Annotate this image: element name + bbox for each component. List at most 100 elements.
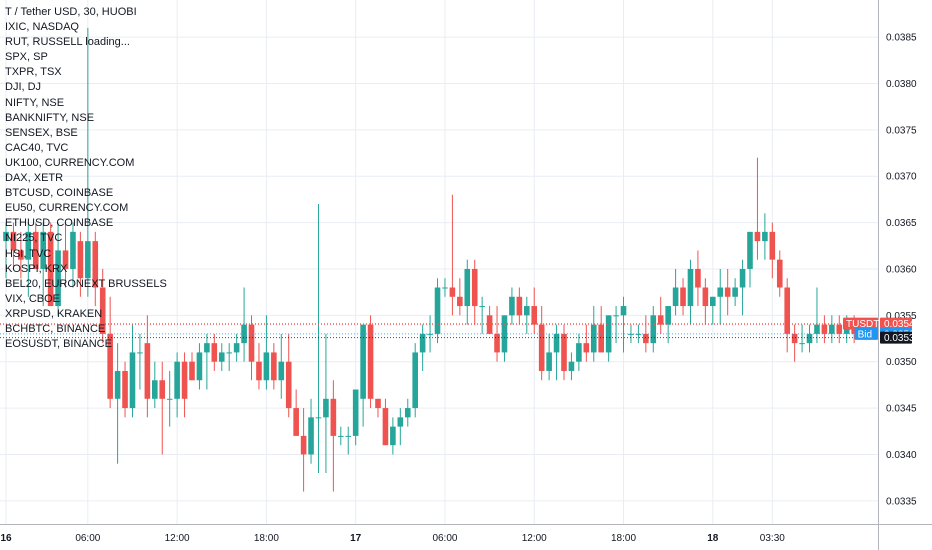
legend-item[interactable]: NIFTY, NSE bbox=[5, 96, 65, 109]
candle-body bbox=[62, 250, 69, 269]
candle-body bbox=[464, 268, 471, 307]
price-tag-value: 0.0353 bbox=[884, 333, 915, 344]
candle-body bbox=[776, 259, 783, 288]
candle-body bbox=[710, 296, 716, 307]
candle bbox=[412, 343, 418, 418]
y-tick-label: 0.0380 bbox=[886, 79, 917, 90]
legend-item[interactable]: UK100, CURRENCY.COM bbox=[5, 156, 135, 169]
legend-item[interactable]: NI225, TVC bbox=[5, 232, 63, 245]
candle-body bbox=[732, 287, 738, 297]
candle-body bbox=[367, 324, 374, 399]
legend-item[interactable]: CAC40, TVC bbox=[5, 141, 69, 154]
candle-body bbox=[434, 287, 441, 334]
legend-item[interactable]: DJI, DJ bbox=[5, 81, 42, 94]
candle-body bbox=[695, 268, 701, 288]
candle-body bbox=[561, 333, 567, 371]
candle-body bbox=[590, 324, 597, 353]
legend: T / Tether USD, 30, HUOBI IXIC, NASDAQ RU… bbox=[5, 5, 167, 352]
candle bbox=[189, 352, 195, 381]
legend-item[interactable]: ETHUSD, COINBASE bbox=[5, 217, 114, 230]
candle-body bbox=[137, 352, 143, 354]
candle bbox=[650, 306, 657, 353]
candle bbox=[315, 204, 322, 473]
candle-body bbox=[494, 333, 500, 353]
candle bbox=[568, 352, 575, 381]
legend-item[interactable]: BTCUSD, COINBASE bbox=[5, 187, 114, 200]
candle-body bbox=[412, 352, 418, 409]
candle-body bbox=[672, 287, 679, 307]
candle bbox=[32, 222, 39, 269]
x-tick-label: 18:00 bbox=[254, 533, 279, 544]
candle-body bbox=[620, 306, 627, 316]
price-tag-label: Bid bbox=[858, 329, 872, 340]
candle bbox=[509, 287, 515, 325]
legend-item[interactable]: RUT, RUSSELL loading... bbox=[5, 36, 130, 49]
candle bbox=[382, 398, 389, 446]
legend-item[interactable]: TXPR, TSX bbox=[5, 66, 62, 79]
candle-body bbox=[129, 352, 136, 409]
candle bbox=[799, 324, 805, 353]
candle-body bbox=[613, 315, 619, 317]
legend-item[interactable]: IXIC, NASDAQ bbox=[5, 21, 79, 34]
candle-body bbox=[382, 408, 389, 446]
candle-body bbox=[516, 296, 523, 316]
candle-body bbox=[174, 361, 180, 399]
candle-body bbox=[85, 241, 91, 279]
legend-item[interactable]: DAX, XETR bbox=[5, 172, 64, 185]
y-tick-label: 0.0355 bbox=[886, 311, 917, 322]
legend-item[interactable]: SENSEX, BSE bbox=[5, 126, 78, 139]
candle bbox=[732, 278, 738, 307]
candle bbox=[144, 315, 151, 418]
candle bbox=[829, 315, 835, 344]
legend-item[interactable]: EOSUSDT, BINANCE bbox=[5, 338, 112, 351]
candle-body bbox=[650, 315, 657, 344]
candle bbox=[129, 324, 136, 418]
candle-body bbox=[836, 324, 843, 334]
legend-item[interactable]: BANKNIFTY, NSE bbox=[5, 111, 95, 124]
legend-item[interactable]: KOSPI, KRX bbox=[5, 262, 68, 275]
candle bbox=[747, 231, 753, 288]
candle bbox=[449, 194, 456, 316]
candle-body bbox=[189, 361, 195, 381]
chart-title: T / Tether USD, 30, HUOBI bbox=[5, 6, 137, 18]
candle bbox=[77, 231, 84, 297]
candle-body bbox=[152, 380, 158, 399]
candle-body bbox=[687, 268, 694, 307]
candle bbox=[226, 343, 232, 371]
candle-body bbox=[338, 435, 344, 437]
candle bbox=[92, 231, 99, 307]
candle-body bbox=[99, 287, 106, 334]
price-tag bbox=[880, 331, 912, 344]
legend-item[interactable]: BEL20, EURONEXT BRUSSELS bbox=[5, 277, 167, 290]
candle-body bbox=[769, 231, 776, 260]
candle bbox=[233, 333, 240, 362]
candle bbox=[85, 27, 91, 297]
candle bbox=[241, 287, 247, 362]
candle-body bbox=[32, 231, 39, 269]
candle bbox=[300, 408, 307, 492]
candle bbox=[546, 333, 552, 381]
legend-item[interactable]: VIX, CBOE bbox=[5, 292, 61, 305]
x-tick-label: 06:00 bbox=[432, 533, 457, 544]
legend-item[interactable]: HSI, TVC bbox=[5, 247, 52, 260]
legend-item[interactable]: XRPUSD, KRAKEN bbox=[5, 307, 103, 320]
candle bbox=[18, 231, 24, 279]
candle bbox=[457, 278, 463, 316]
candle-body bbox=[546, 352, 552, 371]
legend-item[interactable]: BCHBTC, BINANCE bbox=[5, 322, 106, 335]
candle-body bbox=[449, 287, 456, 297]
candle bbox=[10, 222, 17, 269]
legend-item[interactable]: EU50, CURRENCY.COM bbox=[5, 202, 129, 215]
legend-item[interactable]: SPX, SP bbox=[5, 51, 48, 64]
candle bbox=[159, 361, 166, 455]
candle bbox=[99, 268, 106, 344]
candle-body bbox=[702, 287, 709, 307]
candle-body bbox=[791, 333, 798, 344]
x-tick-label: 18 bbox=[707, 533, 719, 544]
candle-body bbox=[196, 352, 203, 381]
candle-body bbox=[107, 333, 113, 399]
candle-body bbox=[352, 389, 359, 436]
candle bbox=[404, 398, 411, 427]
candle-body bbox=[821, 324, 828, 334]
